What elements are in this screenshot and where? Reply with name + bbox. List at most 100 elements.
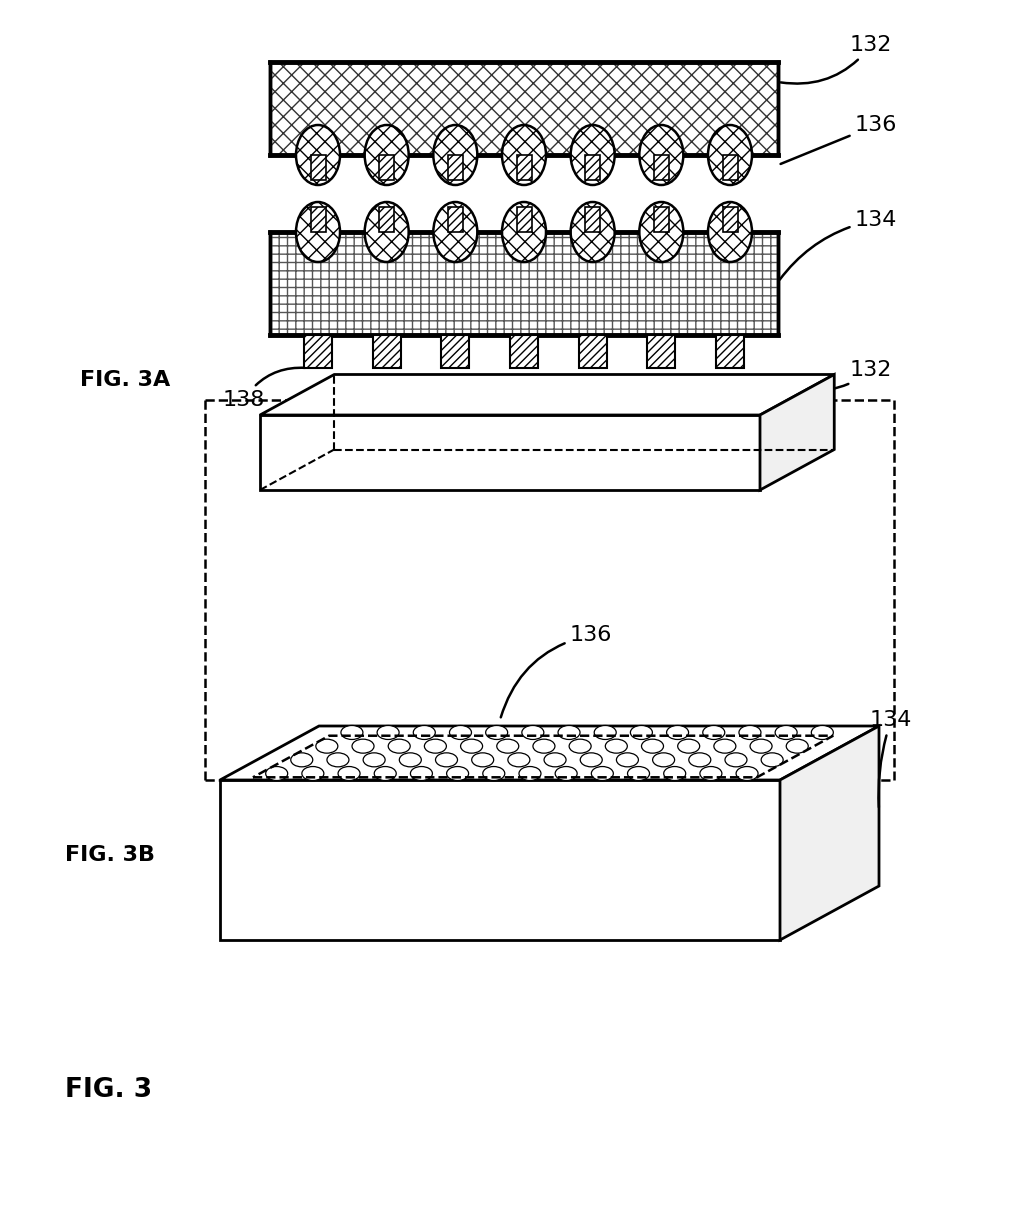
Polygon shape bbox=[260, 414, 760, 490]
Bar bbox=[310, 155, 326, 180]
Bar bbox=[310, 207, 326, 232]
Bar bbox=[448, 207, 463, 232]
Bar bbox=[310, 155, 326, 180]
Bar bbox=[517, 155, 531, 180]
Bar bbox=[448, 155, 463, 180]
Bar bbox=[517, 155, 531, 180]
Text: FIG. 3A: FIG. 3A bbox=[80, 371, 171, 390]
Ellipse shape bbox=[433, 126, 478, 185]
Ellipse shape bbox=[296, 126, 340, 185]
Ellipse shape bbox=[750, 739, 772, 753]
Text: 136: 136 bbox=[781, 115, 898, 163]
Polygon shape bbox=[220, 780, 780, 940]
Bar bbox=[585, 155, 600, 180]
Ellipse shape bbox=[486, 725, 508, 740]
Text: 138: 138 bbox=[222, 368, 305, 410]
Bar bbox=[270, 62, 778, 155]
Ellipse shape bbox=[501, 202, 546, 262]
Ellipse shape bbox=[700, 767, 722, 780]
Ellipse shape bbox=[708, 202, 752, 262]
Polygon shape bbox=[220, 727, 879, 780]
Bar bbox=[647, 335, 675, 368]
Text: 134: 134 bbox=[780, 210, 898, 280]
Bar bbox=[653, 155, 669, 180]
Bar bbox=[723, 207, 737, 232]
Ellipse shape bbox=[450, 725, 472, 740]
Bar bbox=[448, 155, 463, 180]
Ellipse shape bbox=[341, 725, 363, 740]
Bar bbox=[304, 335, 332, 368]
Bar bbox=[310, 207, 326, 232]
Ellipse shape bbox=[433, 202, 478, 262]
Ellipse shape bbox=[460, 739, 483, 753]
Bar bbox=[579, 335, 607, 368]
Ellipse shape bbox=[812, 725, 833, 740]
Bar bbox=[379, 155, 394, 180]
Ellipse shape bbox=[558, 725, 580, 740]
Ellipse shape bbox=[667, 725, 689, 740]
Polygon shape bbox=[760, 374, 834, 490]
Bar bbox=[372, 335, 400, 368]
Ellipse shape bbox=[296, 202, 340, 262]
Ellipse shape bbox=[591, 767, 613, 780]
Ellipse shape bbox=[302, 767, 324, 780]
Ellipse shape bbox=[315, 739, 338, 753]
Text: 132: 132 bbox=[808, 360, 892, 391]
Ellipse shape bbox=[628, 767, 649, 780]
Ellipse shape bbox=[703, 725, 725, 740]
Bar bbox=[379, 155, 394, 180]
Bar bbox=[585, 155, 600, 180]
Ellipse shape bbox=[522, 725, 544, 740]
Text: 134: 134 bbox=[870, 709, 912, 807]
Ellipse shape bbox=[338, 767, 360, 780]
Ellipse shape bbox=[708, 126, 752, 185]
Ellipse shape bbox=[761, 753, 783, 767]
Bar bbox=[647, 335, 675, 368]
Ellipse shape bbox=[496, 739, 519, 753]
Ellipse shape bbox=[399, 753, 421, 767]
Ellipse shape bbox=[555, 767, 577, 780]
Ellipse shape bbox=[569, 739, 591, 753]
Ellipse shape bbox=[580, 753, 602, 767]
Bar bbox=[372, 335, 400, 368]
Ellipse shape bbox=[725, 753, 747, 767]
Bar bbox=[585, 207, 600, 232]
Text: 132: 132 bbox=[781, 35, 892, 84]
Bar bbox=[716, 335, 744, 368]
Ellipse shape bbox=[266, 767, 287, 780]
Ellipse shape bbox=[365, 126, 408, 185]
Ellipse shape bbox=[639, 126, 683, 185]
Ellipse shape bbox=[631, 725, 652, 740]
Ellipse shape bbox=[388, 739, 410, 753]
Ellipse shape bbox=[652, 753, 674, 767]
Text: FIG. 3: FIG. 3 bbox=[65, 1078, 152, 1103]
Bar bbox=[517, 207, 531, 232]
Bar bbox=[585, 207, 600, 232]
Ellipse shape bbox=[595, 725, 616, 740]
Ellipse shape bbox=[664, 767, 686, 780]
Bar bbox=[517, 207, 531, 232]
Ellipse shape bbox=[363, 753, 385, 767]
Ellipse shape bbox=[639, 202, 683, 262]
Ellipse shape bbox=[713, 739, 736, 753]
Ellipse shape bbox=[377, 725, 399, 740]
Ellipse shape bbox=[571, 202, 614, 262]
Bar bbox=[304, 335, 332, 368]
Ellipse shape bbox=[689, 753, 710, 767]
Bar bbox=[510, 335, 538, 368]
Ellipse shape bbox=[327, 753, 348, 767]
Polygon shape bbox=[780, 727, 879, 940]
Bar bbox=[442, 335, 469, 368]
Bar bbox=[723, 155, 737, 180]
Bar bbox=[270, 232, 778, 335]
Ellipse shape bbox=[501, 126, 546, 185]
Ellipse shape bbox=[533, 739, 555, 753]
Ellipse shape bbox=[677, 739, 700, 753]
Ellipse shape bbox=[424, 739, 447, 753]
Bar bbox=[448, 207, 463, 232]
Bar bbox=[379, 207, 394, 232]
Ellipse shape bbox=[641, 739, 664, 753]
Ellipse shape bbox=[776, 725, 797, 740]
Ellipse shape bbox=[544, 753, 566, 767]
Ellipse shape bbox=[605, 739, 628, 753]
